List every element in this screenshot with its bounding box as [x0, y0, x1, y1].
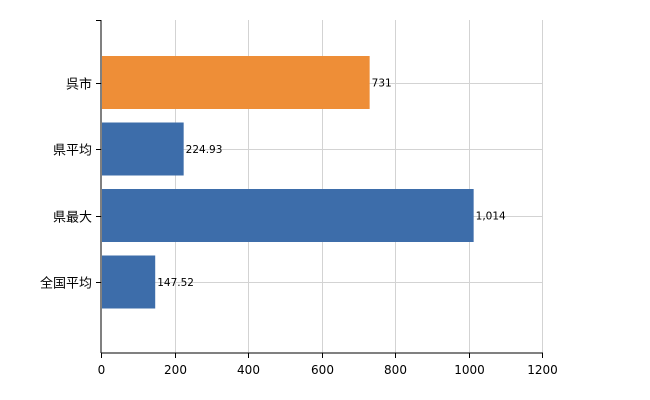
data-label: 147.52: [157, 277, 194, 289]
data-label: 731: [372, 78, 392, 90]
x-tick-label: 200: [164, 363, 187, 377]
bar: [102, 189, 474, 242]
x-tick-label: 0: [98, 363, 106, 377]
axes: [96, 20, 543, 358]
bars: [102, 56, 474, 309]
y-tick-label: 全国平均: [40, 276, 92, 292]
x-tick-label: 400: [237, 363, 260, 377]
x-tick-label: 1200: [527, 363, 558, 377]
bar: [102, 255, 156, 309]
x-tick-label: 600: [311, 363, 334, 377]
y-tick-label: 県最大: [53, 211, 92, 226]
x-tick-label: 1000: [454, 363, 485, 377]
x-tick-label: 800: [384, 363, 407, 377]
data-label: 224.93: [186, 144, 223, 156]
y-tick-label: 呉市: [66, 77, 92, 93]
data-label: 1,014: [476, 211, 506, 223]
y-tick-label: 県平均: [53, 144, 92, 159]
bar: [102, 122, 184, 176]
bar: [102, 56, 370, 109]
